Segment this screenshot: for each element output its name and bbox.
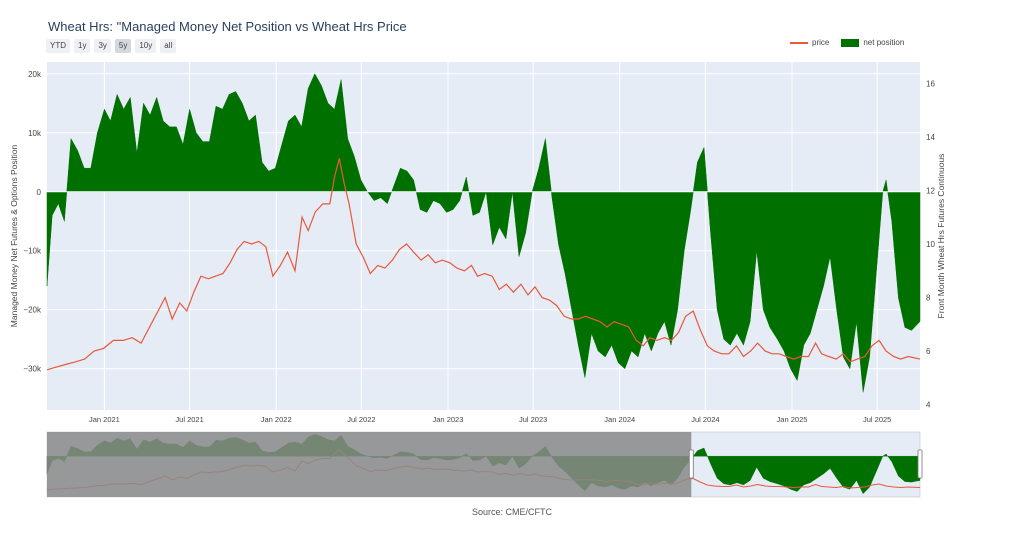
x-tick-label: Jan 2024 xyxy=(604,415,635,424)
y-left-tick-label: 0 xyxy=(37,188,42,197)
x-tick-label: Jan 2022 xyxy=(261,415,292,424)
net-position-area xyxy=(46,73,921,393)
range-slider-mask xyxy=(47,432,692,497)
price-line xyxy=(46,158,921,371)
y-right-tick-label: 16 xyxy=(926,79,935,88)
x-tick-label: Jul 2023 xyxy=(519,415,547,424)
y-right-tick-label: 14 xyxy=(926,133,935,142)
y-right-tick-label: 12 xyxy=(926,186,935,195)
range-button-ytd[interactable]: YTD xyxy=(46,39,70,53)
range-slider-right-handle xyxy=(917,449,923,479)
range-button-all[interactable]: all xyxy=(160,39,177,53)
legend: price net position xyxy=(790,38,904,47)
y-left-axis-title: Managed Money Net Futures & Options Posi… xyxy=(9,145,19,328)
y-right-tick-label: 4 xyxy=(926,401,931,410)
x-tick-label: Jan 2025 xyxy=(777,415,808,424)
y-left-tick-label: −20k xyxy=(23,306,42,315)
x-tick-label: Jan 2021 xyxy=(89,415,120,424)
y-right-tick-label: 8 xyxy=(926,294,931,303)
y-left-tick-label: −30k xyxy=(23,365,42,374)
legend-label-price: price xyxy=(812,38,830,47)
legend-item-price[interactable]: price xyxy=(790,38,829,47)
source-note: Source: CME/CFTC xyxy=(471,507,552,517)
range-slider-net-area xyxy=(46,433,921,495)
range-selector: YTD 1y 3y 5y 10y all xyxy=(46,39,177,53)
plot-area xyxy=(47,62,920,410)
chart-title: Wheat Hrs: "Managed Money Net Position v… xyxy=(48,19,407,34)
range-slider-price-line xyxy=(46,449,921,490)
y-right-tick-label: 10 xyxy=(926,240,935,249)
x-tick-label: Jan 2023 xyxy=(433,415,464,424)
x-tick-label: Jul 2025 xyxy=(863,415,891,424)
range-button-5y[interactable]: 5y xyxy=(114,39,132,53)
range-button-3y[interactable]: 3y xyxy=(94,39,111,53)
y-left-tick-label: 10k xyxy=(28,129,42,138)
y-left-tick-label: −10k xyxy=(23,247,42,256)
net-position-fill-swatch xyxy=(841,38,860,47)
x-tick-label: Jul 2024 xyxy=(691,415,719,424)
y-left-tick-label: 20k xyxy=(28,70,42,79)
x-tick-label: Jul 2021 xyxy=(175,415,203,424)
y-right-tick-label: 6 xyxy=(926,347,931,356)
range-button-10y[interactable]: 10y xyxy=(135,39,157,53)
range-button-1y[interactable]: 1y xyxy=(74,39,91,53)
x-tick-label: Jul 2022 xyxy=(347,415,375,424)
range-slider-left-handle xyxy=(688,449,694,479)
y-right-axis-title: Front Month Wheat Hrs Futures Continuous xyxy=(936,154,946,319)
range-slider-background xyxy=(46,431,921,498)
legend-item-net-position[interactable]: net position xyxy=(841,38,904,47)
legend-label-net-position: net position xyxy=(863,38,905,47)
price-line-swatch xyxy=(790,41,808,44)
